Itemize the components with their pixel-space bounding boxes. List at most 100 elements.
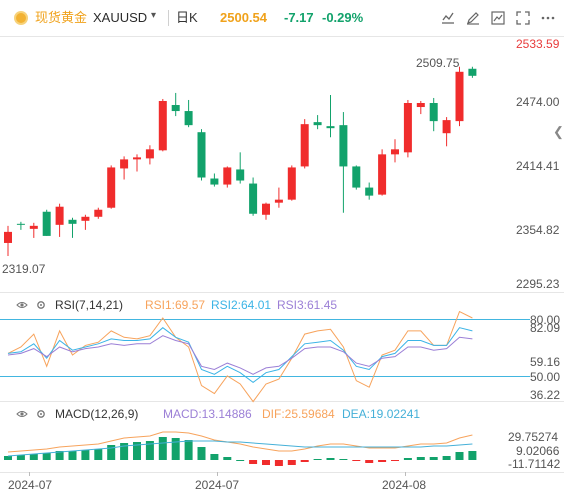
fullscreen-icon[interactable]: [516, 11, 530, 25]
rsi2-line: [7, 327, 473, 384]
candle-body: [262, 203, 270, 215]
macd-bar: [107, 445, 116, 460]
low-price-label: 2319.07: [2, 262, 46, 276]
price-change-percent: -0.29%: [322, 10, 364, 25]
candle-body: [300, 124, 309, 167]
macd-bar: [262, 460, 270, 465]
toolbar-divider: [168, 10, 169, 26]
candle-body: [68, 219, 77, 224]
macd-bar: [4, 456, 12, 460]
candle-body: [4, 231, 12, 243]
eye-icon[interactable]: [16, 408, 28, 420]
candle-body: [468, 68, 477, 76]
rsi-indicator-label[interactable]: RSI(7,14,21): [55, 298, 124, 312]
chevron-down-icon[interactable]: ▾: [151, 10, 157, 21]
macd-bar: [197, 447, 206, 460]
dea-value: DEA:19.02241: [342, 407, 421, 421]
price-axis-tick: 2474.00: [516, 95, 560, 109]
more-icon[interactable]: [541, 11, 555, 25]
macd-bar: [352, 460, 361, 461]
high-price-label: 2509.75: [416, 56, 460, 70]
settings-gear-icon[interactable]: [35, 299, 47, 311]
period-selector[interactable]: 日K: [176, 10, 198, 25]
macd-bar: [81, 450, 90, 460]
candle-body: [120, 159, 129, 169]
macd-bar: [300, 460, 309, 462]
macd-bar: [442, 456, 451, 460]
candle-body: [197, 132, 206, 178]
candlestick-series: [4, 66, 477, 257]
candle-body: [223, 167, 232, 185]
macd-bar: [274, 460, 283, 466]
macd-bar: [16, 455, 25, 460]
candle-body: [287, 167, 296, 200]
macd-axis-mid: 9.02066: [516, 444, 560, 458]
price-axis-top: 2533.59: [516, 37, 560, 51]
candle-body: [403, 103, 412, 153]
instrument-name[interactable]: 现货黄金: [35, 10, 88, 25]
indicator-icon[interactable]: [491, 11, 505, 25]
time-axis-label: 2024-07: [8, 478, 52, 492]
candle-body: [416, 103, 425, 108]
rsi-series: [7, 310, 473, 403]
candle-body: [16, 223, 25, 225]
candle-body: [442, 120, 451, 134]
instrument-symbol[interactable]: XAUUSD: [93, 10, 148, 25]
candle-body: [391, 149, 399, 155]
candle-body: [158, 100, 167, 151]
macd-bar: [223, 457, 232, 460]
rsi-axis-max: 82.09: [530, 321, 560, 335]
macd-value: MACD:13.14886: [163, 407, 252, 421]
draw-pencil-icon[interactable]: [466, 11, 480, 25]
candle-body: [313, 122, 322, 126]
candle-body: [326, 126, 335, 129]
top-toolbar: 现货黄金 XAUUSD ▾ 日K 2500.54 -7.17 -0.29%: [0, 0, 564, 36]
macd-bar: [455, 452, 464, 460]
macd-bar: [378, 460, 387, 462]
candle-body: [55, 206, 64, 225]
chart-type-icon[interactable]: [441, 11, 455, 25]
time-axis-label: 2024-07: [195, 478, 239, 492]
dif-value: DIF:25.59684: [262, 407, 335, 421]
rsi1-line: [7, 310, 473, 403]
macd-bar: [403, 458, 412, 460]
eye-icon[interactable]: [16, 299, 28, 311]
price-axis-bottom: 2295.23: [516, 277, 560, 291]
rsi3-line: [7, 335, 473, 375]
price-axis-tick: 2354.82: [516, 223, 560, 237]
time-axis-label: 2024-08: [382, 478, 426, 492]
last-price: 2500.54: [220, 10, 267, 25]
settings-gear-icon[interactable]: [35, 408, 47, 420]
rsi2-value: RSI2:64.01: [211, 298, 272, 312]
candle-body: [210, 178, 219, 185]
macd-bar: [120, 443, 129, 460]
candle-body: [94, 209, 103, 217]
candle-body: [249, 183, 258, 214]
macd-bar: [326, 458, 335, 460]
rsi3-value: RSI3:61.45: [277, 298, 338, 312]
candle-body: [171, 105, 180, 112]
candle-body: [42, 211, 51, 236]
candle-body: [429, 103, 438, 122]
candle-body: [236, 169, 245, 181]
candle-body: [133, 157, 141, 160]
macd-series: [4, 431, 477, 466]
macd-bar: [391, 460, 399, 461]
candle-body: [29, 225, 38, 229]
collapse-arrow-icon[interactable]: ❮: [553, 124, 564, 139]
candle-body: [107, 167, 116, 208]
candle-body: [145, 149, 154, 159]
candle-body: [365, 187, 374, 196]
macd-bar: [145, 441, 154, 460]
macd-indicator-label[interactable]: MACD(12,26,9): [55, 407, 139, 421]
macd-bar: [158, 437, 167, 460]
macd-bar: [287, 460, 296, 465]
macd-bar: [210, 454, 219, 460]
macd-bar: [133, 442, 141, 460]
macd-bar: [429, 457, 438, 460]
candle-body: [184, 111, 193, 126]
macd-bar: [468, 451, 477, 460]
macd-bar: [416, 457, 425, 460]
candle-body: [455, 71, 464, 122]
